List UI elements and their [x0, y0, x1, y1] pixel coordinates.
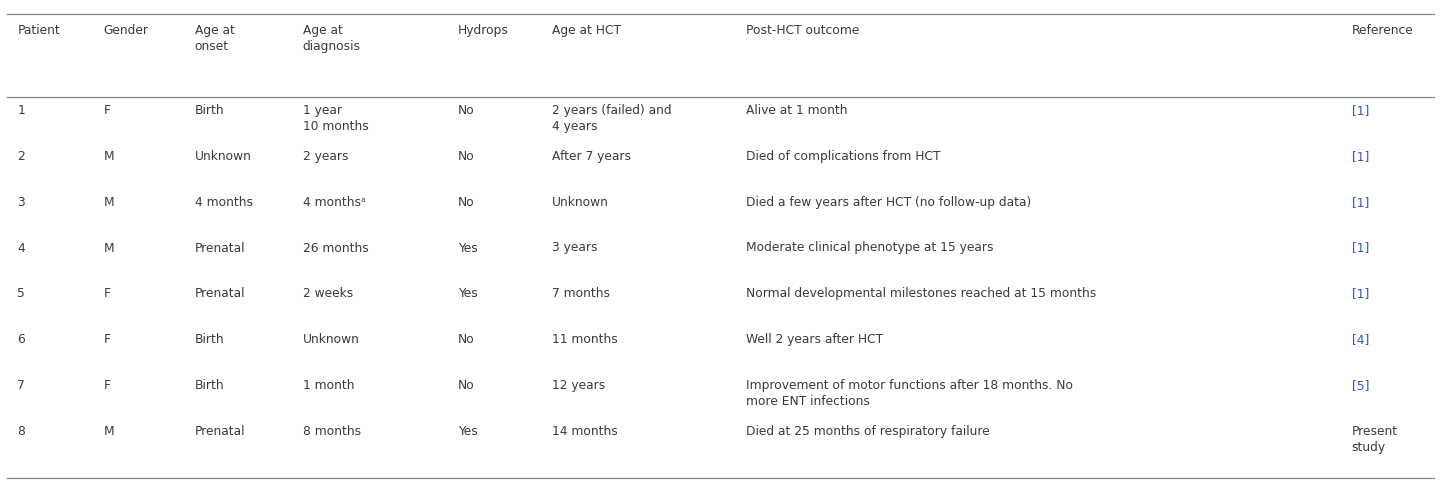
- Text: 7 months: 7 months: [552, 287, 610, 300]
- Text: [4]: [4]: [1352, 333, 1369, 346]
- Text: No: No: [458, 150, 476, 163]
- Text: Yes: Yes: [458, 287, 478, 300]
- Text: 12 years: 12 years: [552, 379, 605, 392]
- Text: Alive at 1 month: Alive at 1 month: [746, 104, 847, 117]
- Text: Prenatal: Prenatal: [195, 287, 245, 300]
- Text: Post-HCT outcome: Post-HCT outcome: [746, 24, 860, 37]
- Text: 2 years (failed) and
4 years: 2 years (failed) and 4 years: [552, 104, 672, 133]
- Text: Moderate clinical phenotype at 15 years: Moderate clinical phenotype at 15 years: [746, 242, 994, 255]
- Text: Present
study: Present study: [1352, 425, 1398, 454]
- Text: 14 months: 14 months: [552, 425, 618, 438]
- Text: Yes: Yes: [458, 242, 478, 255]
- Text: 4: 4: [17, 242, 24, 255]
- Text: Age at
onset: Age at onset: [195, 24, 235, 53]
- Text: No: No: [458, 379, 476, 392]
- Text: Prenatal: Prenatal: [195, 425, 245, 438]
- Text: Reference: Reference: [1352, 24, 1414, 37]
- Text: Improvement of motor functions after 18 months. No
more ENT infections: Improvement of motor functions after 18 …: [746, 379, 1074, 408]
- Text: F: F: [104, 287, 111, 300]
- Text: M: M: [104, 196, 114, 209]
- Text: M: M: [104, 150, 114, 163]
- Text: 1: 1: [17, 104, 24, 117]
- Text: No: No: [458, 196, 476, 209]
- Text: Unknown: Unknown: [552, 196, 608, 209]
- Text: 5: 5: [17, 287, 24, 300]
- Text: [1]: [1]: [1352, 242, 1369, 255]
- Text: 7: 7: [17, 379, 24, 392]
- Text: Well 2 years after HCT: Well 2 years after HCT: [746, 333, 883, 346]
- Text: [5]: [5]: [1352, 379, 1369, 392]
- Text: Died at 25 months of respiratory failure: Died at 25 months of respiratory failure: [746, 425, 990, 438]
- Text: Age at HCT: Age at HCT: [552, 24, 621, 37]
- Text: Birth: Birth: [195, 333, 225, 346]
- Text: [1]: [1]: [1352, 150, 1369, 163]
- Text: 4 months: 4 months: [195, 196, 252, 209]
- Text: Unknown: Unknown: [195, 150, 251, 163]
- Text: 8: 8: [17, 425, 24, 438]
- Text: 1 year
10 months: 1 year 10 months: [303, 104, 369, 133]
- Text: Yes: Yes: [458, 425, 478, 438]
- Text: F: F: [104, 379, 111, 392]
- Text: 4 monthsᵃ: 4 monthsᵃ: [303, 196, 366, 209]
- Text: 11 months: 11 months: [552, 333, 618, 346]
- Text: Age at
diagnosis: Age at diagnosis: [303, 24, 360, 53]
- Text: Hydrops: Hydrops: [458, 24, 509, 37]
- Text: 26 months: 26 months: [303, 242, 369, 255]
- Text: Prenatal: Prenatal: [195, 242, 245, 255]
- Text: 8 months: 8 months: [303, 425, 360, 438]
- Text: No: No: [458, 104, 476, 117]
- Text: Birth: Birth: [195, 104, 225, 117]
- Text: F: F: [104, 104, 111, 117]
- Text: No: No: [458, 333, 476, 346]
- Text: 2 years: 2 years: [303, 150, 349, 163]
- Text: [1]: [1]: [1352, 104, 1369, 117]
- Text: M: M: [104, 242, 114, 255]
- Text: After 7 years: After 7 years: [552, 150, 631, 163]
- Text: Died of complications from HCT: Died of complications from HCT: [746, 150, 941, 163]
- Text: 2 weeks: 2 weeks: [303, 287, 353, 300]
- Text: 3 years: 3 years: [552, 242, 598, 255]
- Text: Patient: Patient: [17, 24, 61, 37]
- Text: Unknown: Unknown: [303, 333, 359, 346]
- Text: F: F: [104, 333, 111, 346]
- Text: [1]: [1]: [1352, 287, 1369, 300]
- Text: M: M: [104, 425, 114, 438]
- Text: Gender: Gender: [104, 24, 148, 37]
- Text: 1 month: 1 month: [303, 379, 354, 392]
- Text: Died a few years after HCT (no follow-up data): Died a few years after HCT (no follow-up…: [746, 196, 1032, 209]
- Text: Birth: Birth: [195, 379, 225, 392]
- Text: [1]: [1]: [1352, 196, 1369, 209]
- Text: 3: 3: [17, 196, 24, 209]
- Text: Normal developmental milestones reached at 15 months: Normal developmental milestones reached …: [746, 287, 1097, 300]
- Text: 6: 6: [17, 333, 24, 346]
- Text: 2: 2: [17, 150, 24, 163]
